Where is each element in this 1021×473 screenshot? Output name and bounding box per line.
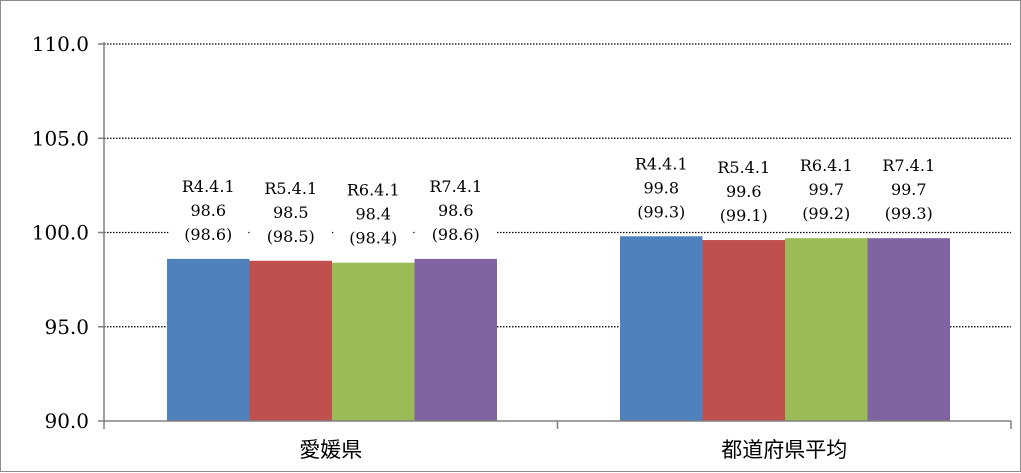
data-label-bg bbox=[868, 152, 949, 227]
data-label: 99.7 bbox=[891, 180, 927, 199]
data-label: (98.4) bbox=[349, 229, 397, 248]
data-label: R5.4.1 bbox=[264, 179, 317, 198]
data-label: R7.4.1 bbox=[429, 177, 482, 196]
bars bbox=[167, 236, 950, 421]
data-label-bg bbox=[250, 174, 331, 249]
data-label: 98.5 bbox=[273, 203, 309, 222]
y-tick-label: 90.0 bbox=[44, 409, 89, 433]
data-label: R4.4.1 bbox=[635, 154, 688, 173]
bar-3-2 bbox=[785, 238, 868, 421]
data-label: 98.4 bbox=[355, 205, 391, 224]
data-labels: R4.4.1 98.6 (98.6) R4.4.1 99.8 (99.3) R5.4.1 98… bbox=[168, 150, 949, 251]
y-tick-label: 110.0 bbox=[32, 32, 89, 56]
data-label: R4.4.1 bbox=[182, 177, 235, 196]
data-label: (98.6) bbox=[432, 225, 480, 244]
y-tick-label: 105.0 bbox=[32, 126, 89, 150]
data-label: R6.4.1 bbox=[347, 181, 400, 200]
data-label-bg bbox=[703, 154, 784, 229]
data-label-bg bbox=[786, 152, 867, 227]
data-label: (99.3) bbox=[637, 202, 685, 221]
bar-4-2 bbox=[867, 238, 950, 421]
bar-2-1 bbox=[249, 260, 332, 421]
category-label: 都道府県平均 bbox=[721, 438, 847, 462]
data-label: 98.6 bbox=[438, 201, 474, 220]
data-label-bg bbox=[168, 172, 249, 247]
y-tick-label: 100.0 bbox=[32, 221, 89, 245]
category-label: 愛媛県 bbox=[299, 438, 362, 462]
axes: 90.0 95.0 100.0 105.0 110.0 愛媛県 都道府県平均 bbox=[32, 32, 1012, 462]
bar-4-1 bbox=[414, 258, 497, 421]
data-label: 98.6 bbox=[190, 201, 226, 220]
y-tick-label: 95.0 bbox=[44, 315, 89, 339]
bar-1-2 bbox=[620, 236, 703, 421]
data-label: 99.7 bbox=[808, 180, 844, 199]
data-label: (99.2) bbox=[802, 204, 850, 223]
data-label: R6.4.1 bbox=[800, 156, 853, 175]
data-label: 99.8 bbox=[643, 178, 679, 197]
data-label: (98.5) bbox=[267, 227, 315, 246]
data-label: R7.4.1 bbox=[882, 156, 935, 175]
bar-2-2 bbox=[702, 240, 785, 421]
data-label: R5.4.1 bbox=[717, 158, 770, 177]
bar-3-1 bbox=[332, 262, 415, 421]
data-label-bg bbox=[621, 150, 702, 225]
data-label: (99.3) bbox=[885, 204, 933, 223]
data-label-bg bbox=[415, 172, 496, 247]
data-label: (99.1) bbox=[720, 206, 768, 225]
bar-1-1 bbox=[167, 258, 250, 421]
data-label-bg bbox=[333, 176, 414, 251]
data-label: 99.6 bbox=[726, 182, 762, 201]
data-label: (98.6) bbox=[184, 225, 232, 244]
